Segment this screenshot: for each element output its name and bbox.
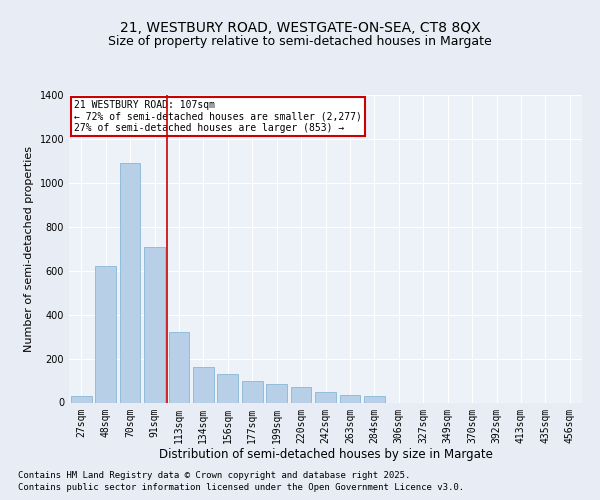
Bar — [144, 246, 165, 402]
Y-axis label: Number of semi-detached properties: Number of semi-detached properties — [24, 146, 34, 352]
Bar — [340, 395, 361, 402]
Bar — [119, 163, 140, 402]
Text: Contains HM Land Registry data © Crown copyright and database right 2025.: Contains HM Land Registry data © Crown c… — [18, 472, 410, 480]
Text: Contains public sector information licensed under the Open Government Licence v3: Contains public sector information licen… — [18, 482, 464, 492]
Bar — [95, 266, 116, 402]
Bar — [193, 368, 214, 402]
Bar — [71, 396, 92, 402]
Bar — [266, 384, 287, 402]
Bar — [169, 332, 190, 402]
Text: 21 WESTBURY ROAD: 107sqm
← 72% of semi-detached houses are smaller (2,277)
27% o: 21 WESTBURY ROAD: 107sqm ← 72% of semi-d… — [74, 100, 362, 133]
Text: 21, WESTBURY ROAD, WESTGATE-ON-SEA, CT8 8QX: 21, WESTBURY ROAD, WESTGATE-ON-SEA, CT8 … — [119, 20, 481, 34]
Bar — [364, 396, 385, 402]
Text: Size of property relative to semi-detached houses in Margate: Size of property relative to semi-detach… — [108, 34, 492, 48]
Bar — [242, 380, 263, 402]
Bar — [290, 387, 311, 402]
Bar — [315, 392, 336, 402]
Bar — [217, 374, 238, 402]
X-axis label: Distribution of semi-detached houses by size in Margate: Distribution of semi-detached houses by … — [158, 448, 493, 461]
